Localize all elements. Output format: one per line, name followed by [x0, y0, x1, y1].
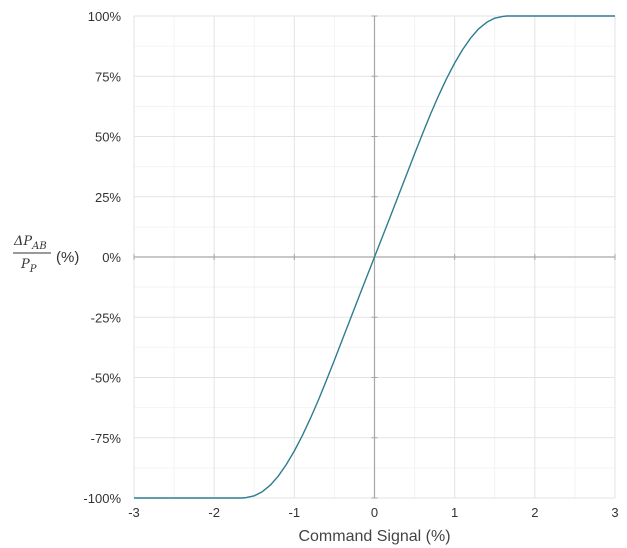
y-axis-unit: (%) [56, 249, 79, 266]
series-line-0 [134, 15, 615, 499]
y-tick-label: 75% [95, 69, 121, 84]
y-axis-denominator-symbol: P [20, 257, 30, 272]
y-tick-label: 0% [102, 250, 121, 265]
x-tick-label: 1 [451, 505, 458, 520]
y-tick-label: -75% [91, 431, 122, 446]
x-tick-label: 0 [371, 505, 378, 520]
x-tick-label: -3 [128, 505, 140, 520]
y-tick-labels: 100% 75% 50% 25% 0% -25% -50% -75% -100% [83, 9, 121, 506]
y-tick-label: 25% [95, 190, 121, 205]
x-tick-labels: -3 -2 -1 0 1 2 3 [128, 505, 618, 520]
y-axis-title: ΔPAB PP (%) [13, 234, 79, 275]
x-tick-label: 2 [531, 505, 538, 520]
y-tick-label: -50% [91, 371, 122, 386]
y-axis-numerator-subscript: AB [31, 241, 47, 252]
y-tick-label: 100% [88, 9, 122, 24]
y-tick-label: -25% [91, 310, 122, 325]
y-tick-label: -100% [83, 491, 121, 506]
y-axis-numerator-symbol: ΔP [13, 234, 32, 249]
x-tick-label: -1 [289, 505, 301, 520]
x-tick-label: 3 [611, 505, 618, 520]
y-axis-denominator: PP [20, 257, 37, 275]
series-layer [134, 15, 615, 499]
y-axis-numerator: ΔPAB [13, 234, 47, 252]
x-tick-label: -2 [208, 505, 220, 520]
y-tick-label: 50% [95, 130, 121, 145]
y-axis-denominator-subscript: P [29, 264, 37, 275]
x-axis-title: Command Signal (%) [298, 528, 450, 545]
